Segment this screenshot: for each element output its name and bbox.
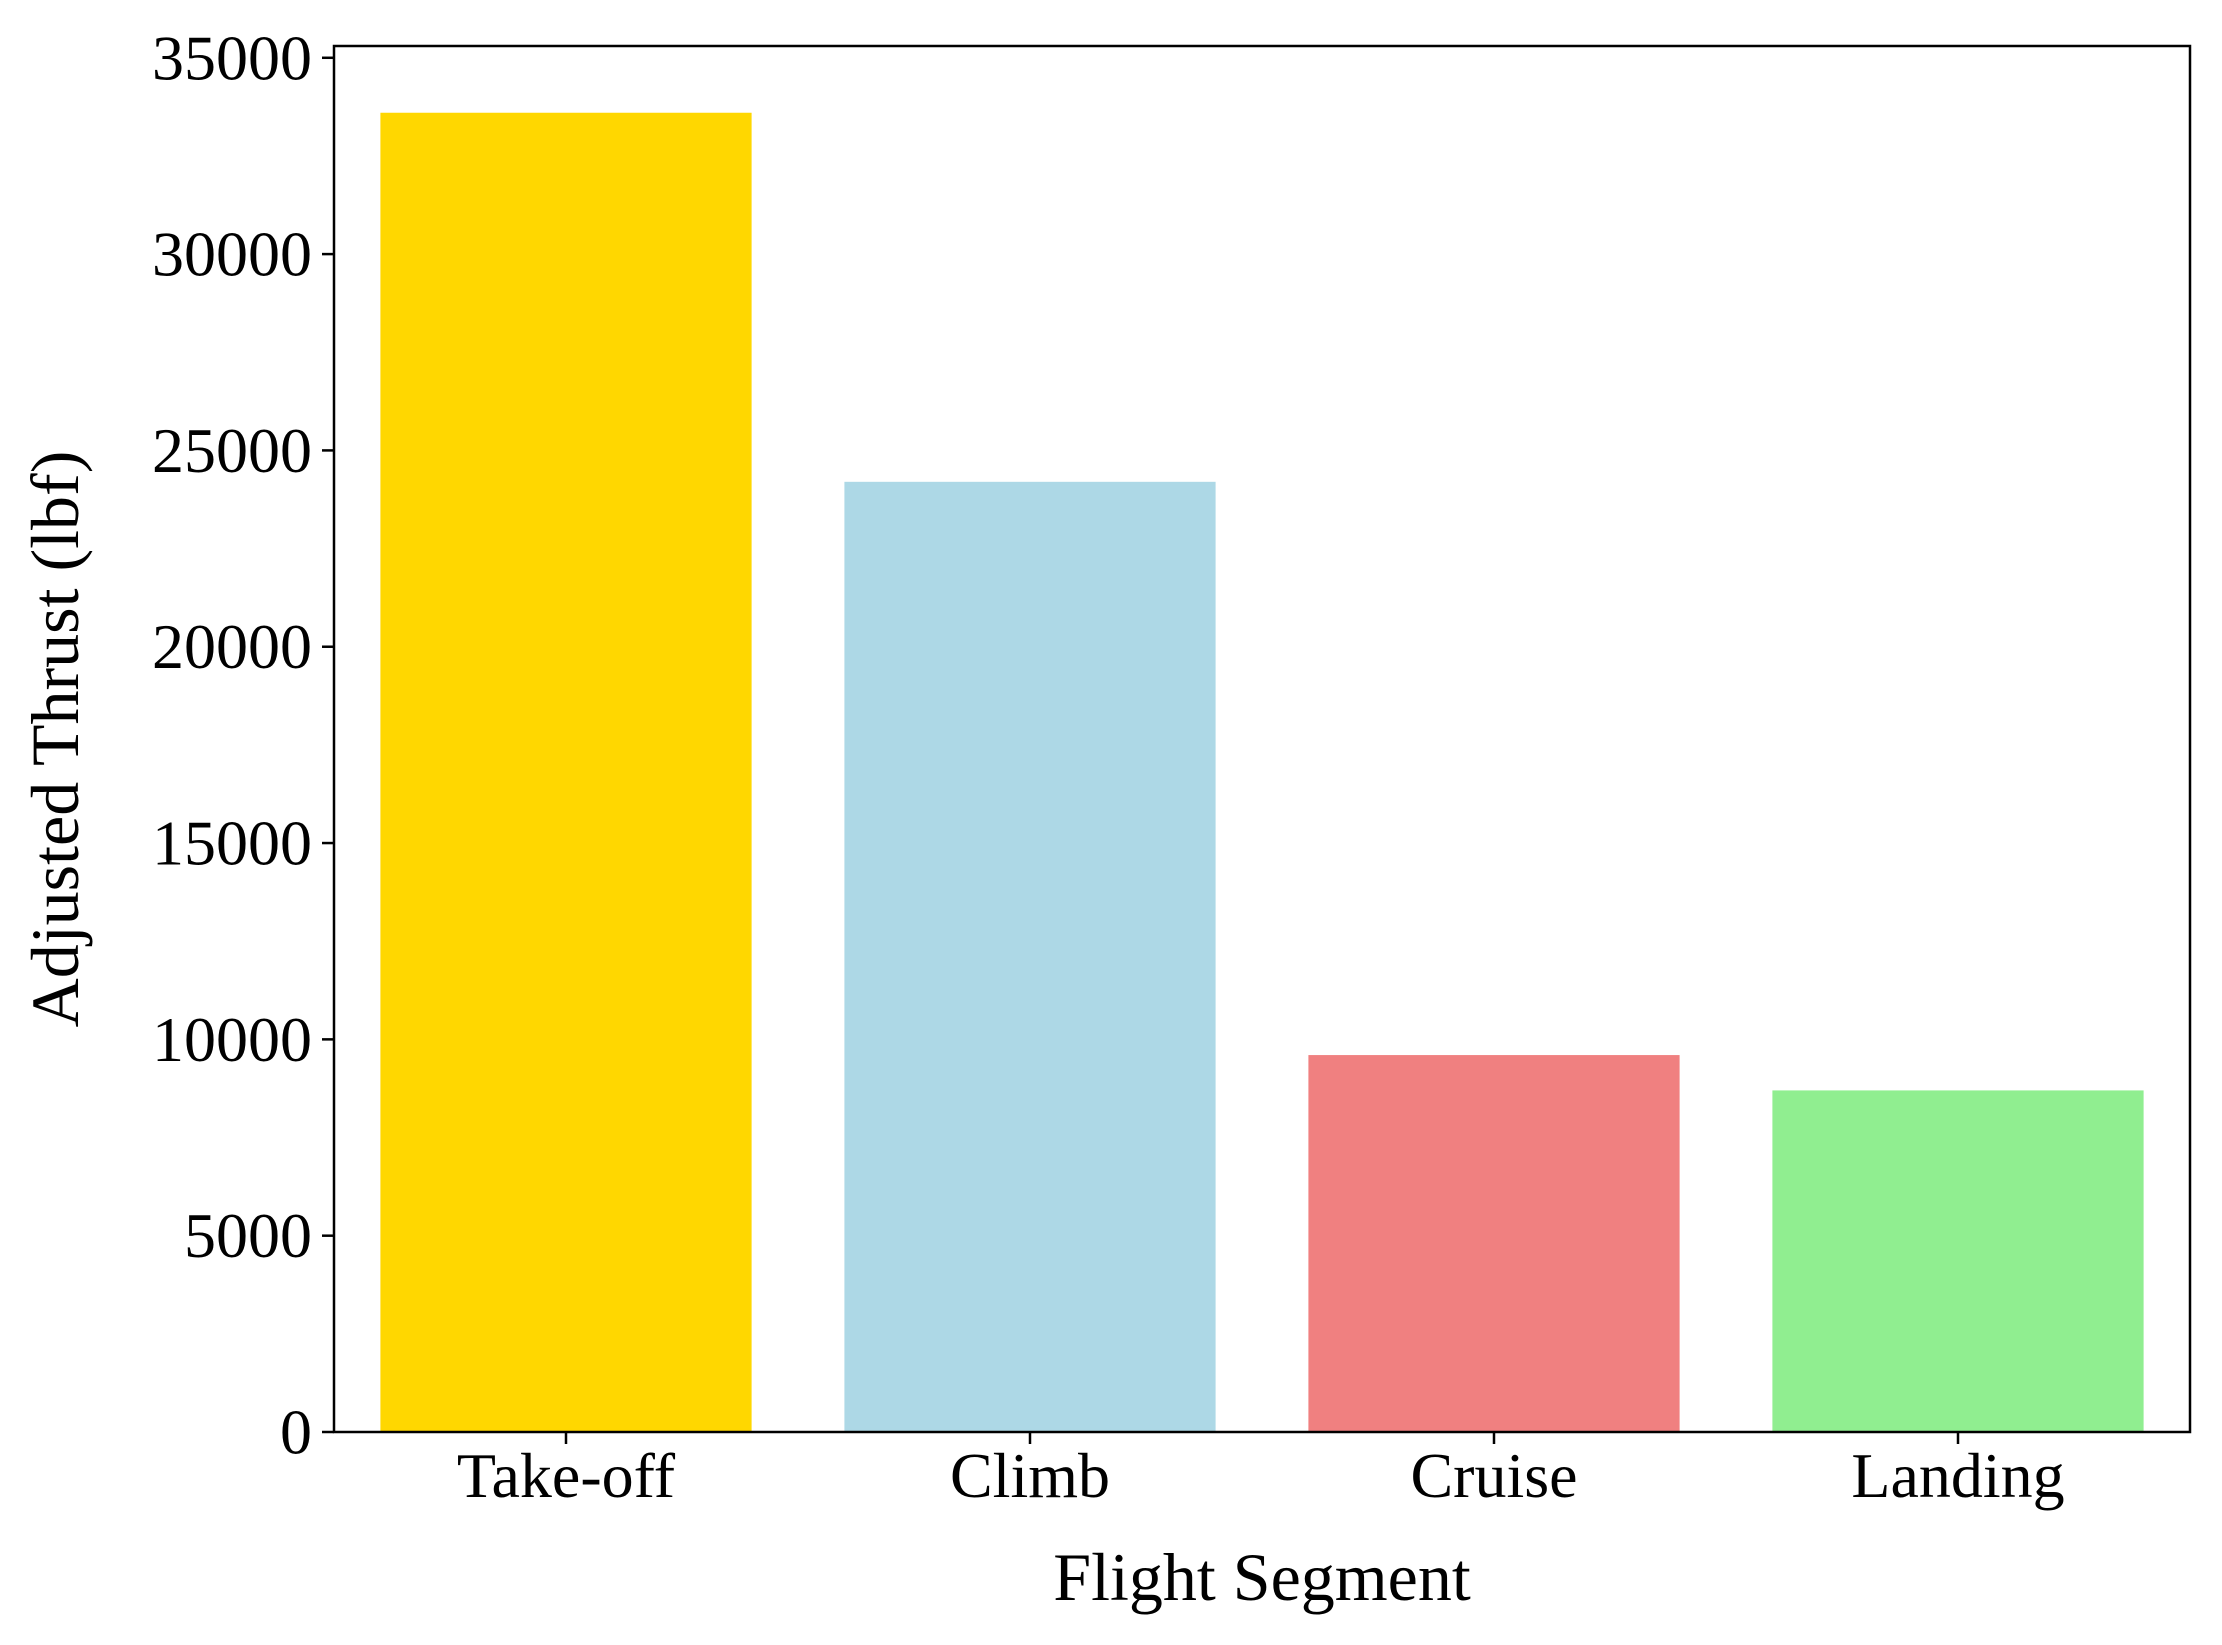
bar-take-off [380, 112, 752, 1432]
x-tick-label: Cruise [1410, 1440, 1577, 1511]
y-axis-ticks: 0 5000 10000 15000 20000 25000 30000 35000 [152, 22, 334, 1468]
y-tick-label: 25000 [152, 415, 312, 486]
y-tick-label: 5000 [184, 1200, 312, 1271]
bar-landing [1772, 1090, 2144, 1432]
y-tick-label: 10000 [152, 1004, 312, 1075]
x-tick-label: Landing [1851, 1440, 2064, 1511]
y-tick-label: 0 [280, 1397, 312, 1468]
y-tick-label: 20000 [152, 611, 312, 682]
bar-climb [844, 481, 1216, 1433]
bars-layer [380, 112, 2144, 1433]
x-axis-title: Flight Segment [1053, 1539, 1471, 1615]
y-tick-label: 30000 [152, 219, 312, 290]
y-tick-label: 35000 [152, 22, 312, 93]
bar-cruise [1308, 1055, 1680, 1432]
x-tick-label: Climb [950, 1440, 1110, 1511]
plot-frame [332, 44, 2192, 1434]
x-axis-ticks: Take-off Climb Cruise Landing [457, 1432, 2065, 1511]
y-axis-title: Adjusted Thrust (lbf) [17, 451, 93, 1028]
y-tick-label: 15000 [152, 808, 312, 879]
x-tick-label: Take-off [457, 1440, 676, 1511]
